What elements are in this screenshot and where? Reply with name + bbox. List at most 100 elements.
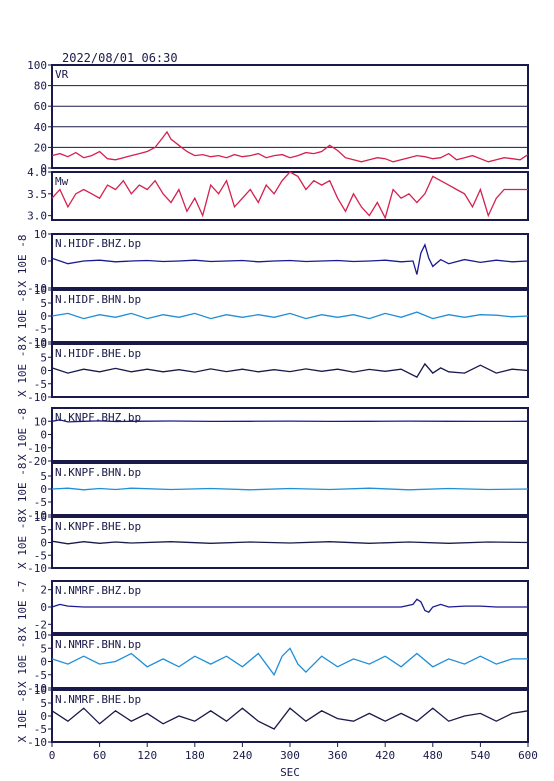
y-tick-label: 0 — [40, 429, 47, 442]
panel-label: N.HIDF.BHE.bp — [55, 347, 141, 360]
panel-label: N.KNPF.BHN.bp — [55, 466, 141, 479]
y-tick-label: -10 — [27, 736, 47, 749]
units-label: X 10E -8 — [16, 690, 29, 743]
y-tick-label: 10 — [34, 338, 47, 351]
panel-label: N.NMRF.BHZ.bp — [55, 584, 141, 597]
series-trace — [51, 647, 528, 677]
series-trace — [51, 707, 529, 730]
panel-frame — [51, 64, 529, 169]
x-tick-label: 420 — [375, 749, 395, 762]
y-tick-label: -5 — [34, 723, 47, 736]
y-tick-label: 3.5 — [27, 188, 47, 201]
y-tick-label: 0 — [40, 483, 47, 496]
panel-1: 3.0 3.5 4.0 Mw — [27, 166, 529, 223]
x-tick-label: 180 — [185, 749, 205, 762]
panel-label: Mw — [55, 175, 69, 188]
y-tick-label: -10 — [27, 509, 47, 522]
panel-label: N.NMRF.BHE.bp — [55, 693, 141, 706]
series-trace — [51, 130, 529, 163]
y-tick-label: 5 — [40, 351, 47, 364]
series-trace — [51, 171, 528, 220]
x-axis-label: SEC — [280, 766, 300, 779]
y-tick-label: -5 — [34, 378, 47, 391]
series-trace — [51, 487, 529, 491]
series-trace — [51, 419, 529, 423]
panel-label: N.HIDF.BHZ.bp — [55, 237, 141, 250]
y-tick-label: -10 — [27, 391, 47, 404]
panel-label: N.KNPF.BHE.bp — [55, 520, 141, 533]
x-tick-label: 0 — [49, 749, 56, 762]
y-tick-label: -5 — [34, 496, 47, 509]
y-tick-label: 40 — [34, 121, 47, 134]
y-tick-label: 20 — [34, 141, 47, 154]
y-tick-label: -5 — [34, 549, 47, 562]
y-tick-label: 10 — [34, 684, 47, 697]
units-label: X 10E -8 — [16, 516, 29, 569]
units-label: X 10E -8 — [16, 635, 29, 688]
x-tick-label: 120 — [137, 749, 157, 762]
y-tick-label: 5 — [40, 470, 47, 483]
y-tick-label: 10 — [34, 228, 47, 241]
panel-8: -2 0 2 N.NMRF.BHZ.bp X 10E -7 — [16, 580, 529, 634]
y-tick-label: 5 — [40, 524, 47, 537]
x-tick-label: 480 — [423, 749, 443, 762]
units-label: X 10E -7 — [16, 581, 29, 634]
y-tick-label: -10 — [27, 336, 47, 349]
y-tick-label: 0 — [40, 710, 47, 723]
y-tick-label: 0 — [40, 537, 47, 550]
y-tick-label: 0 — [40, 365, 47, 378]
x-tick-label: 60 — [93, 749, 106, 762]
units-label: X 10E -8 — [16, 235, 29, 288]
series-trace — [51, 540, 529, 545]
units-label: X 10E -8 — [16, 344, 29, 397]
y-tick-label: -10 — [27, 682, 47, 695]
x-tick-label: 600 — [518, 749, 538, 762]
panel-label: N.HIDF.BHN.bp — [55, 293, 141, 306]
panel-label: N.KNPF.BHZ.bp — [55, 411, 141, 424]
y-tick-label: 0 — [40, 162, 47, 175]
y-tick-label: 10 — [34, 511, 47, 524]
y-tick-label: -10 — [27, 562, 47, 575]
y-tick-label: 3.0 — [27, 210, 47, 223]
y-tick-label: -5 — [34, 323, 47, 336]
y-tick-label: 100 — [27, 59, 47, 72]
y-tick-label: -5 — [34, 669, 47, 682]
y-tick-label: 5 — [40, 297, 47, 310]
panel-6: -10-505 N.KNPF.BHN.bp X 10E -8 — [16, 462, 529, 522]
y-tick-label: 80 — [34, 80, 47, 93]
y-tick-label: 0 — [40, 255, 47, 268]
units-label: X 10E -8 — [16, 408, 29, 461]
y-tick-label: 4.0 — [27, 166, 47, 179]
y-tick-label: -2 — [34, 618, 47, 631]
y-tick-label: 0 — [40, 310, 47, 323]
x-tick-label: 540 — [470, 749, 490, 762]
y-tick-label: 60 — [34, 100, 47, 113]
y-tick-label: 10 — [34, 415, 47, 428]
y-tick-label: -10 — [27, 442, 47, 455]
y-tick-label: 10 — [34, 284, 47, 297]
units-label: X 10E -8 — [16, 290, 29, 343]
panel-label: VR — [55, 68, 69, 81]
y-tick-label: 0 — [40, 601, 47, 614]
series-trace — [51, 243, 529, 275]
series-trace — [51, 598, 528, 613]
y-tick-label: 5 — [40, 642, 47, 655]
panel-0: 0 20 40 60 80 100 VR — [27, 59, 529, 175]
y-tick-label: -20 — [27, 455, 47, 468]
y-tick-label: 5 — [40, 697, 47, 710]
panel-2: -10 0 10 N.HIDF.BHZ.bp X 10E -8 — [16, 228, 529, 295]
y-tick-label: 10 — [34, 629, 47, 642]
panel-label: N.NMRF.BHN.bp — [55, 638, 141, 651]
units-label: X 10E -8 — [16, 463, 29, 516]
panel-frame — [51, 171, 529, 221]
x-tick-label: 240 — [232, 749, 252, 762]
x-tick-label: 360 — [328, 749, 348, 762]
x-tick-label: 300 — [280, 749, 300, 762]
